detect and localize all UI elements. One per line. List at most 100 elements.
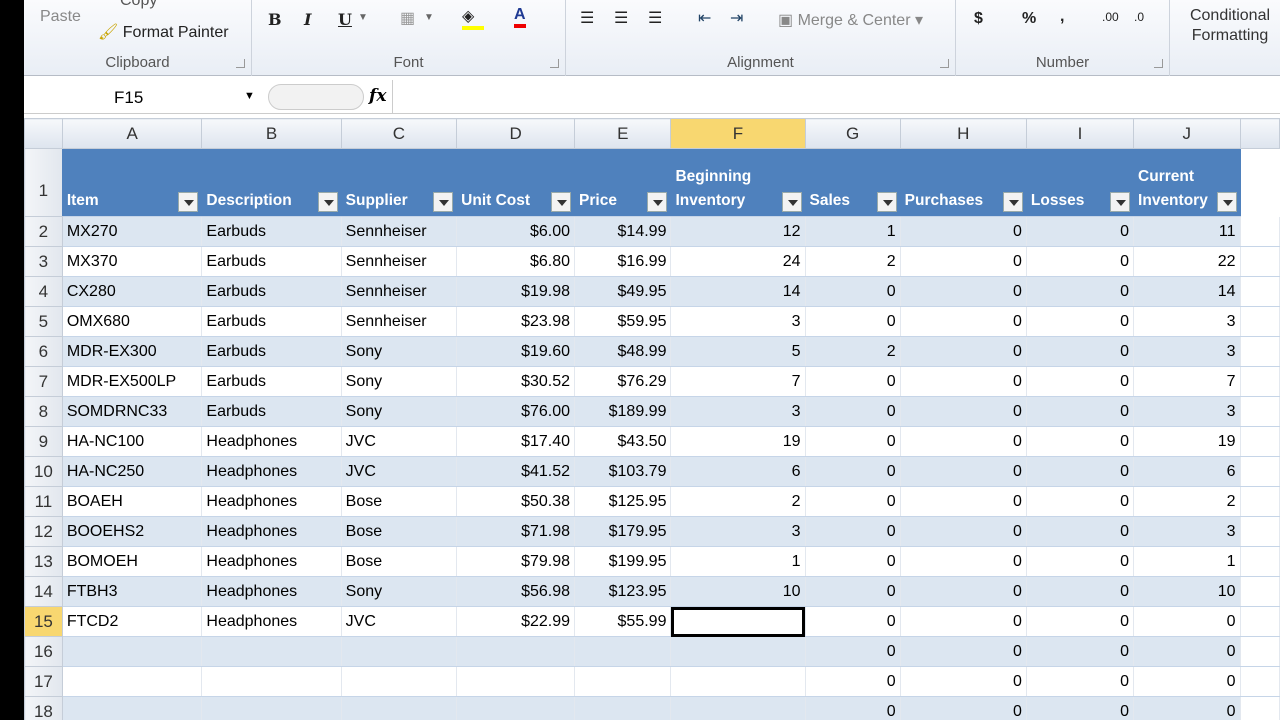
cell[interactable]: $50.38 [456, 486, 576, 517]
cell[interactable]: 24 [670, 246, 806, 277]
cell[interactable] [1240, 148, 1280, 217]
cell[interactable]: Headphones [201, 606, 342, 637]
cell[interactable]: $19.60 [456, 336, 576, 367]
cell[interactable] [1240, 636, 1280, 667]
conditional-formatting-button[interactable]: Conditional Formatting [1189, 7, 1271, 44]
cell[interactable]: 0 [1026, 366, 1135, 397]
cell[interactable]: Sennheiser [341, 276, 458, 307]
insert-function-icon[interactable]: fx [369, 86, 387, 106]
row-header[interactable]: 11 [24, 486, 63, 517]
filter-dropdown-icon[interactable] [781, 192, 802, 212]
currency-button[interactable]: $ [974, 10, 983, 27]
filter-dropdown-icon[interactable] [317, 192, 338, 212]
filter-dropdown-icon[interactable] [647, 192, 668, 212]
cell[interactable]: 0 [1026, 546, 1135, 577]
cell[interactable]: Sennheiser [341, 306, 458, 337]
cell[interactable]: 0 [900, 366, 1027, 397]
row-header[interactable]: 5 [24, 306, 63, 337]
align-right-icon[interactable]: ☰ [648, 10, 663, 27]
cell[interactable]: JVC [341, 426, 458, 457]
cell[interactable] [62, 636, 203, 667]
cell[interactable] [1240, 456, 1280, 487]
cell[interactable]: 6 [670, 456, 806, 487]
filter-dropdown-icon[interactable] [876, 192, 897, 212]
cell[interactable] [456, 696, 576, 720]
cell[interactable]: $22.99 [456, 606, 576, 637]
active-cell[interactable] [670, 606, 806, 637]
dialog-launcher-icon[interactable] [236, 59, 245, 68]
cell[interactable]: Earbuds [201, 336, 342, 367]
cell[interactable]: 2 [670, 486, 806, 517]
cell[interactable] [201, 666, 342, 697]
cell[interactable] [1240, 336, 1280, 367]
cell[interactable]: 0 [1026, 636, 1135, 667]
cell[interactable]: $79.98 [456, 546, 576, 577]
cell[interactable]: 2 [805, 246, 901, 277]
cell[interactable]: 0 [1026, 516, 1135, 547]
cell[interactable]: 0 [900, 306, 1027, 337]
cell[interactable]: 19 [670, 426, 806, 457]
column-header-E[interactable]: E [574, 118, 672, 149]
cell[interactable]: 11 [1133, 216, 1241, 247]
cell[interactable]: $71.98 [456, 516, 576, 547]
column-header-A[interactable]: A [61, 118, 203, 149]
underline-button[interactable]: U [338, 10, 352, 29]
cell[interactable]: 0 [805, 546, 901, 577]
format-painter-button[interactable]: 🖌 Format Painter [98, 22, 229, 42]
cell[interactable]: $56.98 [456, 576, 576, 607]
cell[interactable]: $41.52 [456, 456, 576, 487]
cell[interactable]: 0 [1026, 666, 1135, 697]
cell[interactable] [1240, 696, 1280, 720]
cell[interactable]: MX270 [62, 216, 203, 247]
paste-button[interactable]: Paste [40, 8, 81, 25]
table-header-cell[interactable]: Purchases [900, 148, 1027, 217]
cell[interactable]: 0 [900, 516, 1027, 547]
formula-bar-expander[interactable] [268, 84, 364, 110]
cell[interactable]: 3 [1133, 516, 1241, 547]
cell[interactable]: 6 [1133, 456, 1241, 487]
row-header[interactable]: 8 [24, 396, 63, 427]
row-header[interactable]: 7 [24, 366, 63, 397]
cell[interactable]: $6.00 [456, 216, 576, 247]
cell[interactable]: 0 [805, 276, 901, 307]
table-header-cell[interactable]: Unit Cost [456, 148, 576, 217]
cell[interactable]: 0 [900, 636, 1027, 667]
cell[interactable]: 0 [805, 486, 901, 517]
cell[interactable]: 3 [1133, 336, 1241, 367]
cell[interactable]: 0 [805, 366, 901, 397]
cell[interactable]: 0 [900, 426, 1027, 457]
cell[interactable]: Headphones [201, 486, 342, 517]
cell[interactable]: Bose [341, 546, 458, 577]
cell[interactable] [1240, 306, 1280, 337]
cell[interactable]: 0 [1026, 576, 1135, 607]
cell[interactable]: MDR-EX500LP [62, 366, 203, 397]
cell[interactable]: 3 [670, 306, 806, 337]
cell[interactable]: 1 [1133, 546, 1241, 577]
table-header-cell[interactable]: Losses [1026, 148, 1135, 217]
increase-indent-icon[interactable]: ⇥ [730, 10, 744, 27]
cell[interactable]: 0 [900, 606, 1027, 637]
cell[interactable]: 0 [805, 396, 901, 427]
cell[interactable]: $30.52 [456, 366, 576, 397]
select-all-button[interactable] [24, 118, 63, 149]
cell[interactable]: 0 [805, 306, 901, 337]
cell[interactable] [670, 636, 806, 667]
cell[interactable]: $6.80 [456, 246, 576, 277]
cell[interactable]: Sennheiser [341, 246, 458, 277]
copy-button[interactable]: Copy [120, 0, 158, 9]
cell[interactable] [62, 666, 203, 697]
cell[interactable]: 10 [670, 576, 806, 607]
dialog-launcher-icon[interactable] [940, 59, 949, 68]
cell[interactable]: 0 [1026, 336, 1135, 367]
cell[interactable] [1240, 396, 1280, 427]
cell[interactable] [1240, 276, 1280, 307]
font-color-button[interactable]: A [514, 6, 526, 28]
cell[interactable]: 0 [900, 546, 1027, 577]
cell[interactable]: 3 [1133, 396, 1241, 427]
cell[interactable]: 0 [805, 696, 901, 720]
table-header-cell[interactable]: Price [574, 148, 672, 217]
cell[interactable]: 0 [1026, 486, 1135, 517]
cell[interactable] [1240, 216, 1280, 247]
cell[interactable]: $59.95 [574, 306, 672, 337]
cell[interactable] [574, 636, 672, 667]
